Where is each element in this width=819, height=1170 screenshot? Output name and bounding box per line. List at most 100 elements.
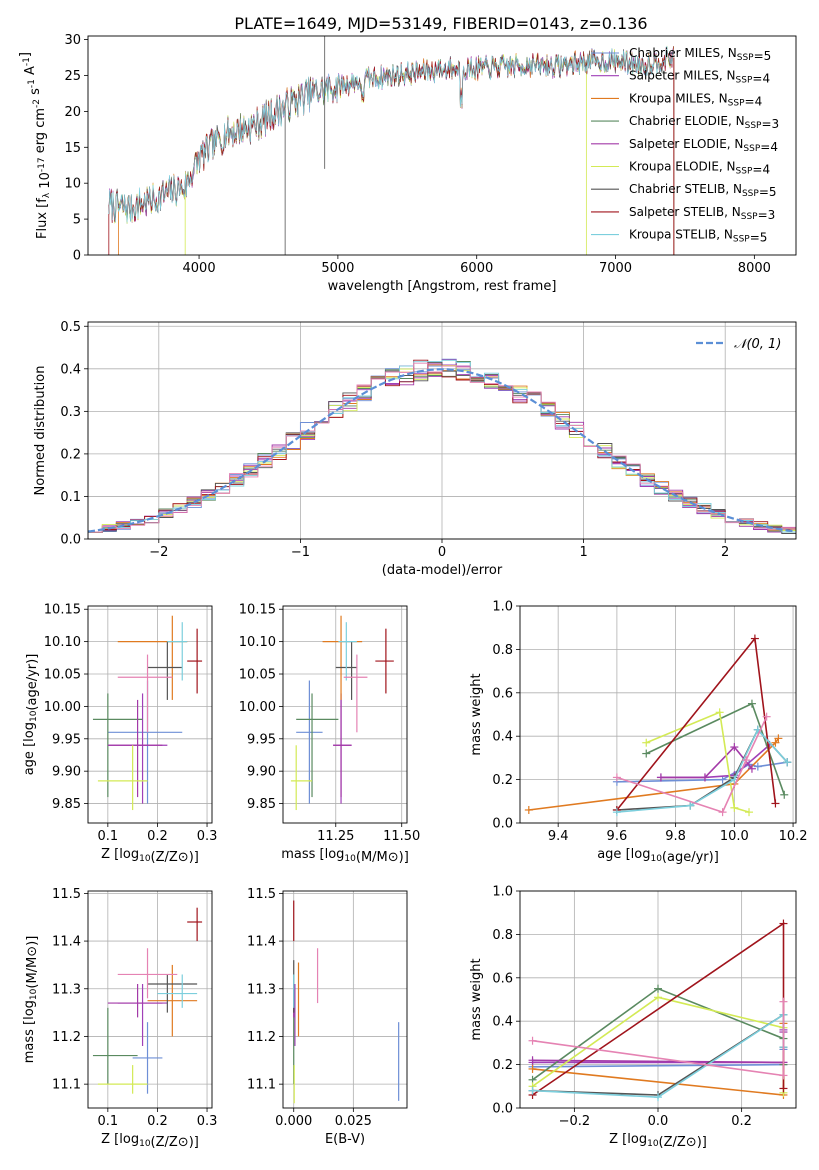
weight-series-line: [616, 728, 788, 813]
x-axis-label: E(B-V): [325, 1132, 365, 1147]
weight-series-line: [660, 744, 771, 779]
y-tick-label: 11.1: [247, 1078, 276, 1093]
weight-lines: [528, 919, 788, 1102]
x-axis-label: (data-model)/error: [382, 563, 503, 578]
y-tick-label: 9.90: [247, 765, 276, 780]
spectrum-series-line: [108, 49, 674, 221]
y-tick-label: 0.4: [492, 1015, 513, 1030]
age-vs-metallicity-panel: 0.1 0.2 0.3 9.85 9.90 9.95 10.00 10.05 10.10 10.1…: [22, 603, 217, 865]
spectrum-panel: 4000 5000 6000 7000 8000 0 5 10 15 20 25 30 waveleng…: [18, 33, 797, 294]
y-tick-label: 0.1: [60, 490, 81, 505]
legend-label: Kroupa MILES, NSSP=4: [629, 91, 762, 108]
y-tick-label: 0.6: [492, 971, 513, 986]
x-tick-label: 10.0: [720, 829, 749, 844]
axes-frame: [519, 605, 797, 824]
legend-label: Salpeter ELODIE, NSSP=4: [629, 137, 778, 154]
y-tick-label: 0.2: [492, 1058, 513, 1073]
spectrum-series-line: [108, 45, 674, 224]
legend-label: Kroupa ELODIE, NSSP=4: [629, 160, 770, 177]
y-tick-label: 0: [73, 249, 81, 264]
x-tick-label: 0.3: [197, 1114, 218, 1129]
y-tick-label: 11.5: [52, 887, 81, 902]
x-tick-label: 0.3: [197, 829, 218, 844]
x-tick-label: −0.2: [559, 1114, 591, 1129]
y-tick-label: 25: [64, 69, 81, 84]
y-tick-label: 10.10: [44, 635, 81, 650]
legend-label: Chabrier MILES, NSSP=5: [629, 46, 771, 63]
x-tick-label: 5000: [321, 261, 354, 276]
x-tick-label: 11.25: [317, 829, 354, 844]
mass-vs-metallicity-panel: 0.1 0.2 0.3 11.1 11.2 11.3 11.4 11.5 Z [log10(Z/…: [22, 887, 217, 1150]
x-tick-label: 0.1: [97, 1114, 118, 1129]
y-axis-label: mass weight: [469, 958, 484, 1040]
axes-frame: [282, 890, 408, 1109]
y-tick-label: 9.95: [52, 732, 81, 747]
y-tick-label: 11.3: [52, 982, 81, 997]
x-axis-label: wavelength [Angstrom, rest frame]: [328, 279, 557, 294]
y-tick-label: 11.2: [247, 1030, 276, 1045]
errorbar-group: [290, 615, 394, 811]
weight-lines: [524, 634, 792, 817]
spectrum-series-line: [108, 47, 674, 223]
y-tick-label: 10.00: [44, 700, 81, 715]
y-tick-label: 1.0: [492, 885, 513, 900]
y-tick-label: 20: [64, 105, 81, 120]
y-axis-label: age [log10(age/yr)]: [22, 654, 40, 776]
x-tick-label: 0: [438, 545, 446, 560]
x-tick-label: 0.025: [335, 1114, 372, 1129]
x-tick-label: 2: [721, 545, 729, 560]
y-tick-label: 11.1: [52, 1078, 81, 1093]
x-tick-label: 7000: [599, 261, 632, 276]
y-tick-label: 9.85: [247, 797, 276, 812]
y-tick-label: 15: [64, 141, 81, 156]
weight-series-line: [528, 737, 780, 811]
y-axis-label: mass weight: [469, 673, 484, 755]
x-tick-label: 9.6: [607, 829, 628, 844]
spectrum-series-line: [108, 48, 674, 223]
legend-label: Salpeter STELIB, NSSP=3: [629, 205, 775, 222]
y-tick-label: 10.10: [239, 635, 276, 650]
gaussian-curve: [88, 368, 794, 533]
x-tick-label: 0.000: [275, 1114, 312, 1129]
x-axis-label: Z [log10(Z/Z⊙)]: [101, 1132, 199, 1150]
y-tick-label: 10.15: [239, 603, 276, 618]
spectrum-series-line: [108, 46, 674, 223]
y-tick-label: 0.6: [492, 686, 513, 701]
histogram-step: [88, 362, 796, 539]
y-tick-label: 9.95: [247, 732, 276, 747]
legend-label: 𝒩(0, 1): [734, 337, 781, 352]
legend-label: Salpeter MILES, NSSP=4: [629, 69, 770, 86]
x-axis-label: Z [log10(Z/Z⊙)]: [101, 847, 199, 865]
axes-frame: [282, 605, 408, 824]
y-tick-label: 0.0: [492, 1102, 513, 1117]
spectrum-series-line: [108, 46, 674, 224]
legend-label: Chabrier STELIB, NSSP=5: [629, 182, 777, 199]
weight-series-line: [616, 716, 768, 814]
y-tick-label: 0.2: [492, 773, 513, 788]
spectrum-series-line: [108, 46, 674, 224]
spectrum-series-line: [108, 46, 674, 223]
y-tick-label: 10.00: [239, 700, 276, 715]
residuals-panel: −2 −1 0 1 2 0.0 0.1 0.2 0.3 0.4 0.5 (data-model)/er…: [33, 320, 797, 578]
y-tick-label: 11.5: [247, 887, 276, 902]
weight-vs-metallicity-panel: −0.2 0.0 0.2 0.0 0.2 0.4 0.6 0.8 1.0 Z [log10(Z/Z…: [469, 885, 797, 1150]
figure-title: PLATE=1649, MJD=53149, FIBERID=0143, z=0…: [234, 14, 647, 33]
y-tick-label: 9.85: [52, 797, 81, 812]
errorbar-group: [92, 615, 203, 811]
y-tick-label: 0.0: [492, 817, 513, 832]
x-tick-label: 9.8: [665, 829, 686, 844]
y-tick-label: 9.90: [52, 765, 81, 780]
mass-vs-ebv-panel: 0.000 0.025 11.1 11.2 11.3 11.4 11.5 E(B-V): [247, 887, 408, 1147]
spectrum-series-line: [108, 46, 674, 223]
y-tick-label: 0.2: [60, 447, 81, 462]
axes-frame: [87, 605, 213, 824]
y-axis-label: mass [log10(M/M⊙)]: [22, 936, 40, 1064]
age-vs-mass-panel: 11.25 11.50 9.85 9.90 9.95 10.00 10.05 10.10 10.…: [239, 603, 421, 865]
y-tick-label: 10.15: [44, 603, 81, 618]
errorbar-group: [92, 907, 203, 1094]
x-tick-label: 6000: [460, 261, 493, 276]
x-tick-label: 0.2: [731, 1114, 752, 1129]
y-tick-label: 1.0: [492, 600, 513, 615]
x-tick-label: −1: [291, 545, 310, 560]
y-tick-label: 0.0: [60, 533, 81, 548]
